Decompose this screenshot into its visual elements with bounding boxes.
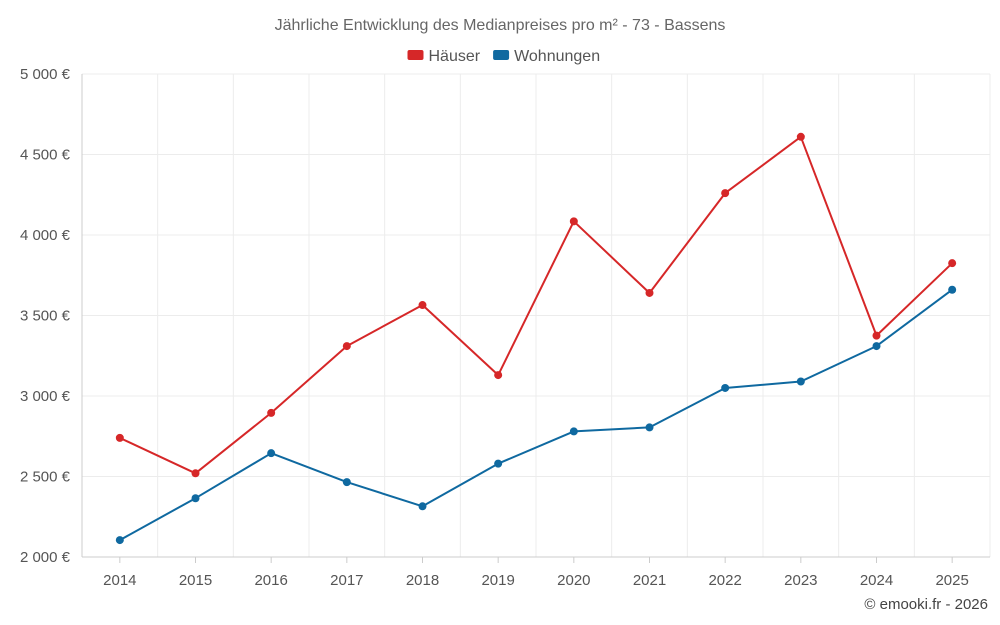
data-point-h-user [494,371,503,380]
grid [82,73,991,557]
x-tick-label: 2014 [103,572,136,589]
x-tick-label: 2016 [254,572,287,589]
legend: Häuser Wohnungen [407,48,600,65]
legend-label-wohnungen: Wohnungen [514,48,600,65]
data-point-h-user [569,217,578,226]
x-tick-label: 2022 [708,572,741,589]
data-point-wohnungen [872,342,881,351]
legend-label-h-user: Häuser [429,48,481,65]
x-tick-label: 2015 [179,572,212,589]
y-tick-label: 4 500 € [20,147,71,164]
data-point-h-user [948,259,957,268]
data-point-h-user [418,301,427,310]
x-tick-label: 2018 [406,572,439,589]
data-point-wohnungen [645,423,654,432]
data-point-wohnungen [267,449,276,458]
data-point-wohnungen [115,536,124,545]
y-tick-label: 2 000 € [20,549,71,566]
data-point-wohnungen [948,285,957,294]
data-point-h-user [115,433,124,442]
series-layer [115,132,957,545]
data-point-h-user [872,331,881,340]
series-line-wohnungen [119,288,953,541]
data-point-h-user [267,408,276,417]
data-point-wohnungen [494,459,503,468]
x-tick-label: 2025 [935,572,968,589]
data-point-wohnungen [191,494,200,503]
chart-title: Jährliche Entwicklung des Medianpreises … [275,17,726,34]
legend-swatch-h-user [407,50,424,60]
y-tick-label: 3 000 € [20,388,71,405]
y-tick-label: 2 500 € [20,469,71,486]
data-point-wohnungen [721,383,730,392]
copyright-credit: © emooki.fr - 2026 [864,596,988,613]
y-tick-label: 5 000 € [20,66,71,83]
data-point-h-user [645,288,654,297]
series-line-h-user [119,135,953,475]
y-tick-label: 4 000 € [20,227,71,244]
data-point-wohnungen [342,478,351,487]
data-point-h-user [342,342,351,351]
legend-swatch-wohnungen [493,50,510,60]
data-point-h-user [796,132,805,141]
data-point-wohnungen [418,502,427,511]
data-point-wohnungen [796,377,805,386]
axes: 2 000 € 2 500 € 3 000 € 3 500 € 4 000 € 4 500… [20,66,990,589]
x-tick-label: 2019 [481,572,514,589]
x-tick-label: 2023 [784,572,817,589]
x-tick-label: 2024 [860,572,893,589]
data-point-h-user [191,469,200,478]
x-tick-label: 2020 [557,572,590,589]
y-tick-label: 3 500 € [20,308,71,325]
data-point-h-user [721,189,730,198]
x-tick-label: 2021 [633,572,666,589]
data-point-wohnungen [569,427,578,436]
x-tick-label: 2017 [330,572,363,589]
